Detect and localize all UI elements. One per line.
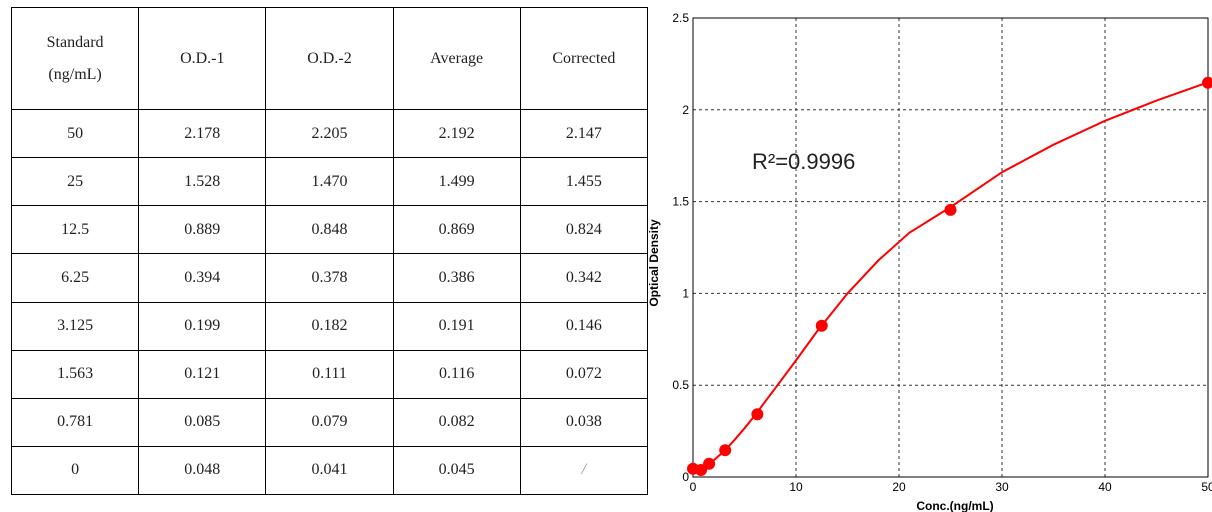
table-cell: 0.085 [138, 397, 267, 447]
table-row: 6.25 0.394 0.378 0.386 0.342 [10, 253, 649, 303]
data-point [719, 444, 732, 457]
y-tick-label: 0.5 [672, 378, 689, 392]
x-tick-label: 20 [892, 480, 906, 494]
column-header: Corrected [519, 7, 649, 110]
table-header-row: Standard (ng/mL) O.D.-1 O.D.-2 Average Corre… [10, 7, 649, 110]
table-cell: 0.045 [392, 445, 521, 496]
fit-curve [692, 81, 1209, 473]
table-cell: 0.116 [392, 349, 521, 399]
y-tick-label: 1 [682, 286, 689, 300]
table-cell: 0.191 [392, 301, 521, 351]
table-cell: 1.455 [519, 157, 649, 207]
r-squared-annotation: R²=0.9996 [752, 149, 855, 174]
table-cell: 0.111 [265, 349, 394, 399]
table-cell: 12.5 [10, 205, 140, 255]
column-header: Average [392, 7, 521, 110]
table-cell: 0.038 [519, 397, 649, 447]
table-cell: 0.079 [265, 397, 394, 447]
column-header: Standard (ng/mL) [10, 7, 140, 110]
table-cell: 0.781 [10, 397, 140, 447]
data-point [695, 464, 708, 477]
x-tick-label: 40 [1098, 480, 1112, 494]
y-tick-label: 2.5 [672, 11, 689, 25]
table-body: 50 2.178 2.205 2.192 2.147 25 1.528 1.470 1.499 1… [10, 108, 649, 496]
data-points [687, 76, 1212, 477]
data-point [1202, 76, 1212, 89]
y-tick-label: 2 [682, 103, 689, 117]
table-cell: 2.178 [138, 108, 267, 159]
table-cell: 0.146 [519, 301, 649, 351]
table-cell: 0.199 [138, 301, 267, 351]
table-cell: 2.147 [519, 108, 649, 159]
y-tick-label: 1.5 [672, 195, 689, 209]
plot-frame [692, 17, 1209, 478]
table-cell: 0.048 [138, 445, 267, 496]
data-point [944, 203, 957, 216]
column-header: O.D.-1 [138, 7, 267, 110]
x-tick-label: 0 [690, 480, 697, 494]
table-cell: 0.182 [265, 301, 394, 351]
table-cell: 0.121 [138, 349, 267, 399]
table-cell: 1.528 [138, 157, 267, 207]
table-cell: 0.869 [392, 205, 521, 255]
table-cell: 0.848 [265, 205, 394, 255]
x-tick-label: 10 [789, 480, 803, 494]
standard-curve-chart: 0 10 20 30 40 50 0 0.5 1 1.5 2 2.5 R²=0.9996 Conc.(… [648, 11, 1212, 512]
table-cell: 2.205 [265, 108, 394, 159]
table-row: 1.563 0.121 0.111 0.116 0.072 [10, 349, 649, 399]
table-cell: 0.082 [392, 397, 521, 447]
x-tick-label: 50 [1201, 480, 1212, 494]
table-cell: 0.342 [519, 253, 649, 303]
table-row: 0.781 0.085 0.079 0.082 0.038 [10, 397, 649, 447]
chart-grid [693, 18, 1208, 477]
table-cell: / [519, 445, 649, 496]
table-row: 50 2.178 2.205 2.192 2.147 [10, 108, 649, 159]
x-axis-label: Conc.(ng/mL) [916, 499, 993, 512]
table-cell: 6.25 [10, 253, 140, 303]
standard-table: Standard (ng/mL) O.D.-1 O.D.-2 Average Corre… [10, 7, 649, 496]
y-axis-label: Optical Density [648, 219, 661, 307]
table-cell: 0.072 [519, 349, 649, 399]
table-cell: 0.378 [265, 253, 394, 303]
table-row: 0 0.048 0.041 0.045/ [10, 445, 649, 496]
data-point [703, 457, 716, 470]
y-tick-label: 0 [682, 470, 689, 484]
table-cell: 0.041 [265, 445, 394, 496]
table-cell: 1.563 [10, 349, 140, 399]
table-cell: 2.192 [392, 108, 521, 159]
table-cell: 1.470 [265, 157, 394, 207]
table-row: 25 1.528 1.470 1.499 1.455 [10, 157, 649, 207]
axis-ticks: 0 10 20 30 40 50 0 0.5 1 1.5 2 2.5 [672, 11, 1212, 494]
x-tick-label: 30 [995, 480, 1009, 494]
column-header: O.D.-2 [265, 7, 394, 110]
table-cell: 1.499 [392, 157, 521, 207]
data-point [751, 408, 764, 421]
table-cell: 0.386 [392, 253, 521, 303]
table-cell: 0.824 [519, 205, 649, 255]
table-row: 12.5 0.889 0.848 0.869 0.824 [10, 205, 649, 255]
table-cell: 0 [10, 445, 140, 496]
table-cell: 50 [10, 108, 140, 159]
table-cell: 0.394 [138, 253, 267, 303]
table-cell: 0.889 [138, 205, 267, 255]
data-point [815, 319, 828, 332]
table-cell: 3.125 [10, 301, 140, 351]
table-row: 3.125 0.199 0.182 0.191 0.146 [10, 301, 649, 351]
table-cell: 25 [10, 157, 140, 207]
